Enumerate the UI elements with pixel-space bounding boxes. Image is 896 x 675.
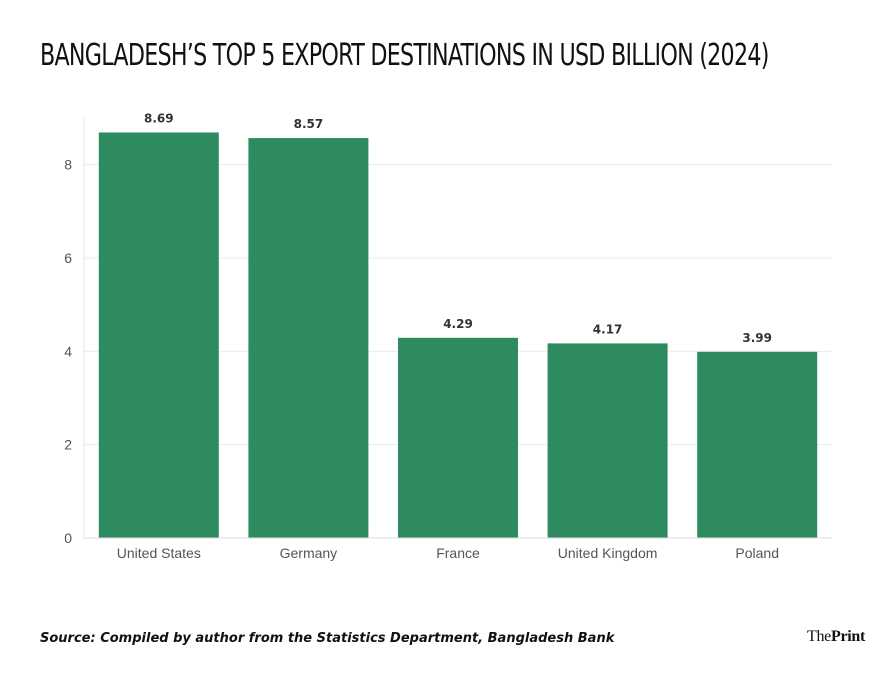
bar	[98, 132, 219, 538]
y-tick-label: 6	[64, 250, 72, 266]
brand-logo: ThePrint	[807, 628, 865, 646]
bar	[547, 343, 668, 538]
x-tick-label: United States	[117, 545, 201, 561]
bars	[98, 132, 818, 539]
chart-title: BANGLADESH’S TOP 5 EXPORT DESTINATIONS I…	[40, 38, 769, 73]
x-tick-label: Poland	[735, 545, 779, 561]
data-label: 8.57	[294, 117, 324, 131]
bar	[398, 337, 518, 538]
y-tick-label: 8	[64, 157, 72, 173]
source-note: Source: Compiled by author from the Stat…	[40, 631, 615, 646]
brand-name: Print	[830, 628, 866, 645]
brand-prefix: The	[807, 628, 831, 645]
y-tick-label: 0	[64, 530, 72, 546]
x-tick-label: Germany	[280, 545, 338, 561]
x-tick-label: United Kingdom	[558, 545, 658, 561]
bar	[697, 351, 818, 538]
data-labels: 8.69 8.57 4.29 4.17 3.99	[144, 111, 772, 344]
y-tick-label: 4	[64, 343, 72, 359]
bar	[248, 138, 369, 539]
x-tick-label: France	[436, 545, 480, 561]
data-label: 4.17	[593, 322, 623, 336]
axes: 0 2 4 6 8 United States Germany France United Ki…	[64, 118, 832, 561]
y-tick-label: 2	[64, 437, 72, 453]
data-label: 3.99	[742, 331, 772, 345]
data-label: 4.29	[443, 317, 473, 331]
data-label: 8.69	[144, 111, 174, 125]
